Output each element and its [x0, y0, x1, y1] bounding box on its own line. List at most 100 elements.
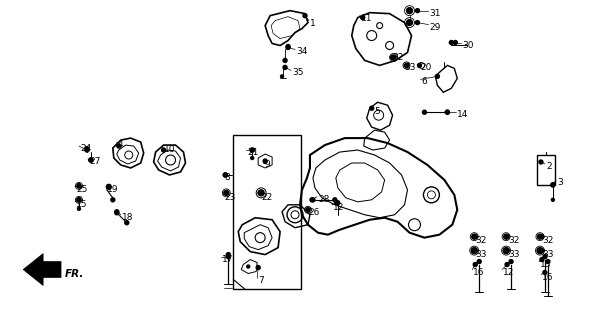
Text: 26: 26 — [308, 208, 319, 217]
Circle shape — [250, 148, 254, 152]
Circle shape — [416, 20, 420, 25]
Circle shape — [286, 45, 290, 50]
Circle shape — [223, 173, 227, 177]
Circle shape — [503, 248, 509, 253]
Circle shape — [407, 20, 413, 26]
Text: 34: 34 — [296, 47, 307, 57]
Circle shape — [306, 208, 310, 212]
Circle shape — [509, 260, 513, 264]
Circle shape — [472, 234, 477, 239]
Circle shape — [540, 235, 544, 239]
Circle shape — [224, 190, 229, 195]
Circle shape — [537, 234, 543, 239]
Text: 6: 6 — [421, 77, 427, 86]
Text: 12: 12 — [503, 268, 515, 276]
Polygon shape — [23, 253, 61, 285]
Circle shape — [226, 252, 230, 257]
Text: 33: 33 — [405, 63, 416, 72]
Circle shape — [281, 75, 284, 78]
Circle shape — [250, 148, 254, 152]
Circle shape — [77, 198, 81, 202]
Circle shape — [258, 190, 264, 196]
Text: 13: 13 — [540, 260, 552, 268]
Circle shape — [115, 210, 119, 214]
Circle shape — [473, 249, 477, 252]
Circle shape — [423, 110, 426, 114]
Circle shape — [477, 260, 481, 264]
Text: 12: 12 — [333, 203, 344, 212]
Circle shape — [333, 198, 337, 202]
Text: 16: 16 — [473, 268, 485, 276]
Circle shape — [306, 208, 310, 212]
Circle shape — [85, 147, 88, 149]
Circle shape — [417, 63, 421, 68]
Text: 4: 4 — [118, 140, 124, 149]
Circle shape — [473, 262, 477, 267]
Circle shape — [263, 159, 267, 163]
Text: FR.: FR. — [65, 268, 84, 278]
Text: 24: 24 — [80, 144, 91, 153]
Text: 33: 33 — [508, 250, 519, 259]
Text: 25: 25 — [76, 185, 87, 194]
Circle shape — [407, 8, 413, 14]
Circle shape — [370, 106, 374, 110]
Text: 8: 8 — [224, 173, 230, 182]
Text: 32: 32 — [508, 236, 519, 245]
Circle shape — [111, 198, 115, 202]
Circle shape — [283, 59, 287, 62]
Text: 32: 32 — [542, 236, 553, 245]
Circle shape — [505, 235, 509, 239]
Circle shape — [223, 173, 227, 177]
Circle shape — [107, 185, 111, 189]
Circle shape — [390, 55, 395, 60]
Circle shape — [416, 9, 420, 13]
Text: 7: 7 — [258, 276, 264, 285]
Text: 30: 30 — [462, 41, 474, 50]
Circle shape — [117, 144, 121, 148]
Circle shape — [336, 201, 340, 205]
Circle shape — [162, 148, 165, 152]
Circle shape — [85, 148, 89, 152]
Circle shape — [453, 41, 457, 44]
Text: 10: 10 — [164, 145, 175, 154]
Text: 14: 14 — [457, 110, 469, 119]
Text: 5: 5 — [375, 107, 380, 116]
Circle shape — [540, 258, 544, 261]
Text: 29: 29 — [429, 23, 441, 32]
Text: 23: 23 — [224, 193, 236, 202]
Circle shape — [106, 184, 111, 189]
Circle shape — [77, 184, 81, 188]
Text: 17: 17 — [222, 255, 234, 264]
Circle shape — [335, 201, 339, 205]
Circle shape — [115, 211, 119, 215]
Circle shape — [551, 183, 555, 187]
Text: 9: 9 — [264, 160, 270, 169]
Circle shape — [77, 198, 81, 202]
Text: 1: 1 — [310, 19, 316, 28]
Circle shape — [435, 74, 439, 78]
Circle shape — [543, 255, 547, 259]
Circle shape — [543, 270, 547, 275]
Text: 32: 32 — [475, 236, 487, 245]
Circle shape — [224, 191, 228, 195]
Circle shape — [505, 249, 509, 252]
Text: 31: 31 — [429, 9, 441, 18]
Circle shape — [226, 255, 230, 259]
Circle shape — [77, 184, 81, 188]
Circle shape — [125, 221, 129, 225]
Circle shape — [310, 198, 314, 202]
Circle shape — [445, 110, 450, 114]
Text: 15: 15 — [76, 200, 88, 209]
Circle shape — [450, 41, 453, 44]
Circle shape — [471, 248, 477, 253]
Circle shape — [303, 14, 307, 18]
Text: 22: 22 — [261, 193, 272, 202]
Circle shape — [551, 183, 555, 187]
Bar — [537, 155, 555, 185]
Bar — [233, 135, 301, 289]
Circle shape — [505, 262, 509, 267]
Circle shape — [264, 161, 267, 164]
Text: 3: 3 — [557, 178, 562, 187]
Circle shape — [537, 248, 543, 253]
Circle shape — [405, 64, 408, 67]
